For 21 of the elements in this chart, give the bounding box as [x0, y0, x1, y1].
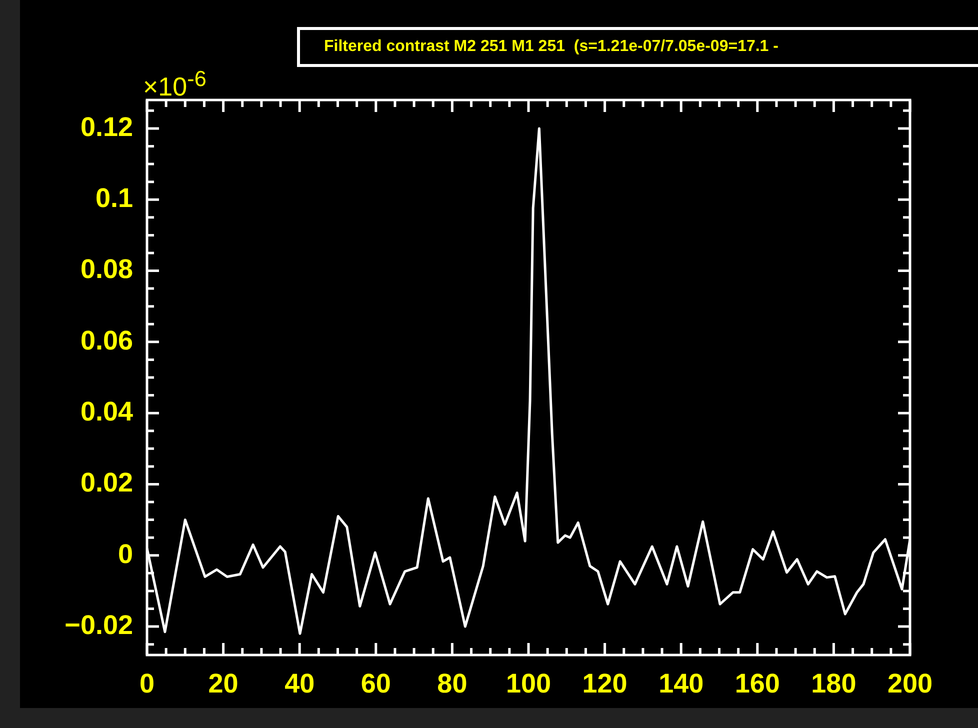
chart-title: Filtered contrast M2 251 M1 251 (s=1.21e-07/7.05e-09=17.1 -	[297, 27, 978, 67]
y-tick-label: 0.04	[80, 396, 133, 427]
annotation: ×10$^{-6}$	[143, 66, 206, 103]
x-tick-label: 160	[734, 668, 780, 699]
y-tick-label: 0.1	[95, 183, 133, 214]
y-tick-label: −0.02	[64, 610, 133, 640]
x-tick-label: 20	[208, 668, 238, 699]
x-tick-label: 80	[437, 668, 468, 699]
y-tick-label: 0.06	[80, 325, 133, 356]
x-tick-label: 120	[582, 668, 628, 699]
x-tick-label: 100	[506, 668, 552, 699]
x-tick-label: 60	[360, 668, 391, 699]
y-tick-label: 0.12	[80, 112, 133, 142]
y-tick-label: 0.08	[80, 254, 133, 284]
x-tick-label: 0	[139, 668, 155, 699]
x-tick-label: 200	[887, 668, 933, 699]
x-tick-label: 40	[284, 668, 315, 699]
x-tick-label: 180	[811, 668, 856, 699]
y-tick-label: 0	[118, 538, 133, 569]
y-tick-label: 0.02	[80, 468, 133, 498]
x-tick-label: 140	[658, 668, 704, 699]
